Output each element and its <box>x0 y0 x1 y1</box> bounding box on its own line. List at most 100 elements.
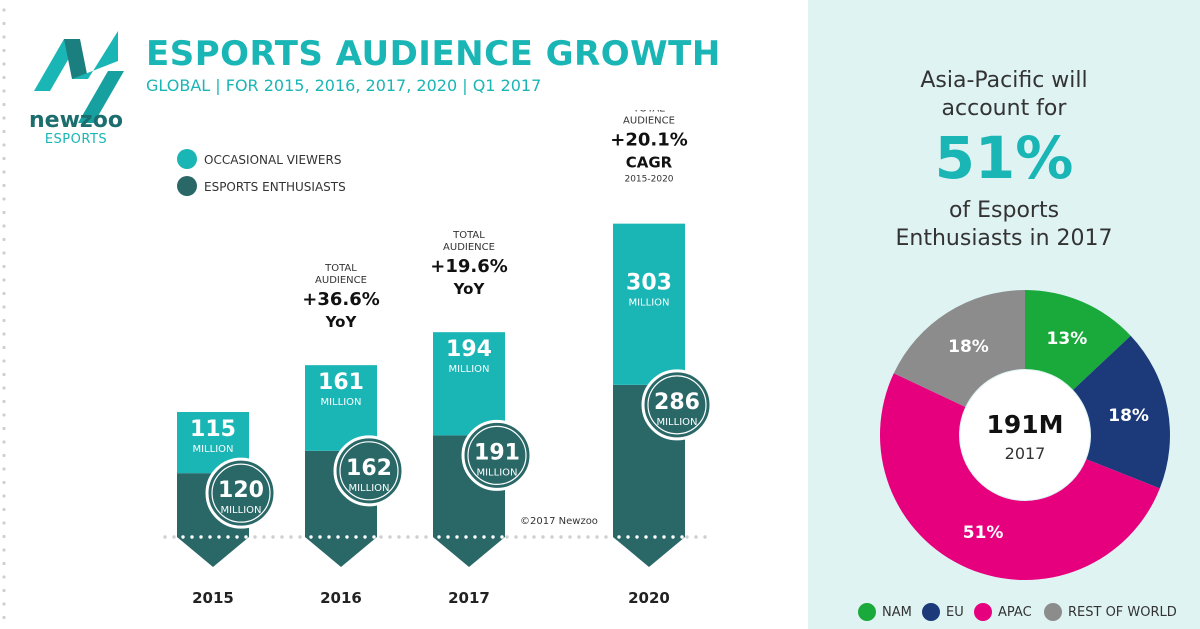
annotation-small-2-2016: AUDIENCE <box>315 275 367 286</box>
decor-dot <box>2 62 6 66</box>
baseline-dot <box>685 535 689 539</box>
baseline-dot <box>505 535 509 539</box>
decor-dot <box>2 413 6 417</box>
baseline-dot <box>532 535 536 539</box>
legend-item-apac: APAC <box>974 603 1032 621</box>
unit-enthusiasts-2017: MILLION <box>476 467 517 478</box>
bar-dot <box>617 535 621 539</box>
bar-dot <box>309 535 313 539</box>
headline-line-3: of Esports <box>948 198 1060 223</box>
slice-label-nam: 13% <box>1047 329 1088 349</box>
decor-dot <box>2 399 6 404</box>
legend-label-apac: APAC <box>998 604 1032 620</box>
decor-dot <box>2 602 6 606</box>
baseline-dot <box>397 535 401 539</box>
bar-dot <box>208 535 212 539</box>
annotation-sub-2020: CAGR <box>626 154 673 172</box>
bar-dot <box>653 535 657 539</box>
logo-sub: ESPORTS <box>44 132 108 147</box>
decor-dot <box>2 615 6 620</box>
bar-dot <box>626 535 630 539</box>
bar-dot <box>190 535 194 539</box>
decor-dot <box>2 251 6 255</box>
decor-dot <box>2 237 6 242</box>
bar-arrow-2016 <box>305 537 377 567</box>
badge-ring-2017 <box>467 425 527 485</box>
copyright-text: ©2017 Newzoo <box>520 516 598 527</box>
bar-dot <box>181 535 185 539</box>
headline-big-percent: 51% <box>934 124 1074 192</box>
baseline-dot <box>424 535 428 539</box>
bar-dot <box>354 535 358 539</box>
baseline-dot <box>523 535 527 539</box>
bar-group-2016: 161 MILLION 162 MILLION 2016 <box>305 365 405 607</box>
year-label-2020: 2020 <box>628 589 670 607</box>
legend-swatch-apac <box>974 603 992 621</box>
decor-dot <box>2 453 6 458</box>
baseline-dot <box>289 535 293 539</box>
bar-dot <box>680 535 684 539</box>
page-title: ESPORTS AUDIENCE GROWTH <box>146 34 721 74</box>
baseline-dot <box>550 535 554 539</box>
legend-item-eu: EU <box>922 603 964 621</box>
bar-legend: OCCASIONAL VIEWERS ESPORTS ENTHUSIASTS <box>177 149 346 196</box>
bar-dot <box>318 535 322 539</box>
bar-group-2020: 303 MILLION 286 MILLION 2020 <box>613 223 713 607</box>
bar-dot <box>226 535 230 539</box>
baseline-dot <box>703 535 707 539</box>
badge-enthusiasts-2020 <box>641 369 713 441</box>
decor-dot <box>2 386 6 390</box>
legend-label-nam: NAM <box>882 604 912 620</box>
annotation-sub-2017: YoY <box>453 280 486 298</box>
bar-dot <box>464 535 468 539</box>
unit-occasional-2015: MILLION <box>192 444 233 455</box>
badge-enthusiasts-2015 <box>205 457 277 529</box>
badge-enthusiasts-2016 <box>333 435 405 507</box>
bar-dot <box>372 535 376 539</box>
decor-dot <box>2 156 6 161</box>
page-subtitle: GLOBAL | FOR 2015, 2016, 2017, 2020 | Q1… <box>146 76 542 95</box>
annotation-big-2017: +19.6% <box>430 256 508 277</box>
bar-arrow-2020 <box>613 537 685 567</box>
bar-dot <box>199 535 203 539</box>
legend-item-rest: REST OF WORLD <box>1044 603 1177 621</box>
donut-chart: 13% 18% 51% 18% 191M 2017 <box>880 290 1170 580</box>
decor-dot <box>2 521 6 525</box>
year-label-2015: 2015 <box>192 589 234 607</box>
bar-dot <box>500 535 504 539</box>
slice-nam <box>1025 290 1131 390</box>
badge-ring-2015 <box>211 463 271 523</box>
bar-group-2015: 115 MILLION 120 MILLION 2015 <box>177 411 277 607</box>
bar-dot <box>644 535 648 539</box>
legend-label-enthusiasts: ESPORTS ENTHUSIASTS <box>204 180 346 194</box>
year-label-2017: 2017 <box>448 589 490 607</box>
donut-center-value: 191M <box>986 410 1063 439</box>
bar-dot <box>437 535 441 539</box>
annotation-small-2-2017: AUDIENCE <box>443 242 495 253</box>
decor-dot <box>2 48 6 53</box>
value-enthusiasts-2016: 162 <box>346 456 392 481</box>
decor-dot <box>2 345 6 350</box>
bar-dot <box>473 535 477 539</box>
baseline-dot <box>595 535 599 539</box>
legend-swatch-occasional <box>177 149 197 169</box>
decor-dot <box>2 318 6 323</box>
decor-dot <box>2 8 6 12</box>
baseline-dot <box>280 535 284 539</box>
decor-dot <box>2 170 6 174</box>
value-enthusiasts-2015: 120 <box>218 478 264 503</box>
decor-dot <box>2 264 6 269</box>
legend-item-nam: NAM <box>858 603 912 621</box>
decor-dot <box>2 561 6 566</box>
left-panel: newzoo ESPORTS ESPORTS AUDIENCE GROWTH G… <box>2 8 721 620</box>
decor-dot <box>2 224 6 228</box>
bar-dot <box>217 535 221 539</box>
baseline-dot <box>577 535 581 539</box>
decor-dot <box>2 210 6 215</box>
bar-occasional-2017 <box>433 332 505 436</box>
bar-dot <box>336 535 340 539</box>
baseline-dot <box>541 535 545 539</box>
bar-group-2017: 194 MILLION 191 MILLION 2017 <box>433 332 533 607</box>
